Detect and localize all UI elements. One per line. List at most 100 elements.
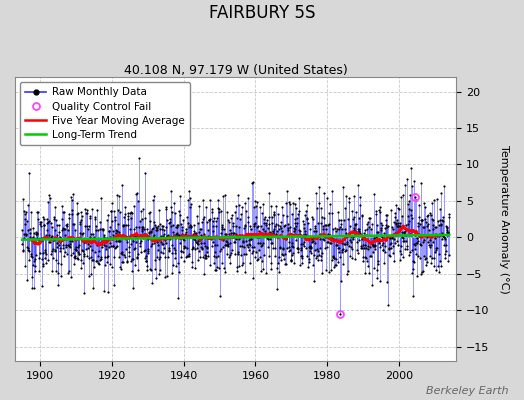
Point: [258, 210, 266, 216]
Point: [167, 188, 175, 194]
Point: [95, 247, 103, 254]
Point: [323, 238, 331, 245]
Point: [168, 270, 177, 277]
Point: [67, 194, 75, 200]
Point: [202, 255, 210, 261]
Point: [140, 231, 148, 237]
Point: [219, 192, 227, 199]
Point: [352, 209, 360, 216]
Point: [252, 249, 260, 255]
Point: [201, 242, 210, 249]
Point: [240, 251, 248, 257]
Point: [276, 223, 284, 229]
Point: [106, 234, 114, 240]
Point: [168, 241, 176, 248]
Point: [115, 238, 123, 244]
Point: [71, 254, 79, 261]
Point: [401, 232, 410, 238]
Point: [284, 221, 292, 227]
Point: [49, 255, 57, 261]
Point: [288, 242, 297, 249]
Point: [178, 224, 186, 230]
Point: [294, 195, 303, 201]
Point: [41, 249, 49, 255]
Point: [272, 203, 280, 210]
Point: [160, 226, 169, 233]
Point: [265, 252, 274, 259]
Point: [282, 200, 290, 206]
Point: [232, 203, 241, 210]
Point: [373, 266, 381, 273]
Point: [375, 238, 383, 244]
Point: [101, 254, 110, 260]
Point: [402, 246, 411, 252]
Point: [230, 230, 238, 236]
Point: [419, 224, 427, 230]
Point: [395, 206, 403, 212]
Point: [361, 227, 369, 233]
Point: [244, 218, 252, 225]
Point: [48, 233, 56, 239]
Point: [77, 217, 85, 224]
Point: [104, 253, 113, 260]
Point: [233, 264, 241, 270]
Point: [184, 253, 192, 260]
Point: [327, 240, 335, 246]
Point: [116, 208, 124, 215]
Point: [312, 255, 320, 261]
Point: [76, 230, 84, 237]
Point: [154, 242, 162, 248]
Point: [244, 244, 253, 250]
Point: [76, 221, 84, 227]
Point: [434, 251, 443, 257]
Point: [396, 257, 405, 264]
Point: [221, 242, 229, 248]
Point: [235, 235, 243, 242]
Point: [105, 260, 114, 267]
Point: [358, 244, 367, 251]
Point: [122, 236, 130, 243]
Point: [374, 260, 382, 267]
Point: [182, 229, 190, 236]
Point: [401, 227, 409, 234]
Point: [28, 225, 37, 231]
Point: [155, 206, 163, 213]
Point: [49, 237, 57, 243]
Point: [165, 248, 173, 254]
Point: [132, 224, 140, 230]
Point: [400, 238, 409, 244]
Point: [310, 252, 318, 258]
Point: [314, 233, 322, 239]
Point: [95, 226, 104, 232]
Point: [347, 233, 356, 240]
Point: [358, 242, 367, 248]
Point: [287, 257, 296, 263]
Point: [287, 258, 295, 265]
Point: [207, 235, 215, 242]
Point: [398, 234, 406, 240]
Point: [56, 234, 64, 240]
Point: [326, 234, 335, 240]
Point: [123, 259, 132, 265]
Point: [193, 240, 202, 247]
Point: [307, 244, 315, 251]
Point: [309, 261, 317, 268]
Point: [65, 214, 73, 221]
Point: [220, 264, 228, 271]
Point: [35, 236, 43, 242]
Point: [78, 247, 86, 254]
Point: [151, 256, 159, 263]
Point: [85, 213, 94, 219]
Point: [137, 238, 146, 244]
Point: [258, 242, 266, 248]
Point: [435, 233, 444, 239]
Point: [144, 247, 152, 254]
Point: [236, 234, 244, 240]
Point: [405, 252, 413, 258]
Point: [197, 244, 205, 250]
Point: [139, 223, 148, 230]
Point: [412, 250, 420, 257]
Point: [113, 228, 121, 234]
Point: [139, 235, 147, 242]
Point: [47, 234, 55, 240]
